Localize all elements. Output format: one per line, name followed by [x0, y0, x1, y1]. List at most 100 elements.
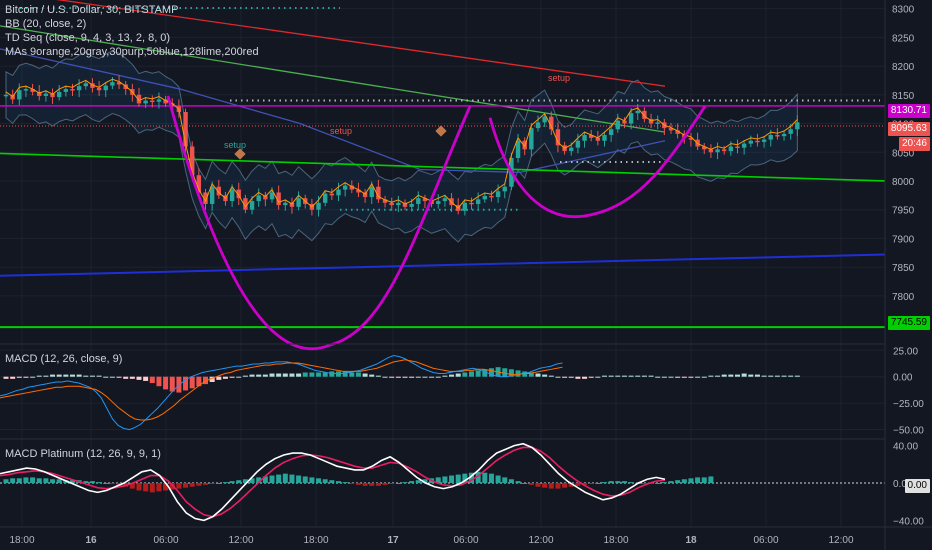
price-tick-label: 7950 — [892, 206, 915, 217]
candle — [402, 202, 408, 207]
td-seq-legend[interactable]: TD Seq (close, 9, 4, 3, 13, 2, 8, 0) — [5, 32, 171, 44]
macd-histogram-bar — [588, 376, 594, 378]
platinum-tick-label: −40.00 — [893, 516, 924, 527]
macd-line — [0, 355, 563, 431]
macd-histogram-bar — [774, 375, 780, 377]
candle — [23, 89, 29, 91]
macd-histogram-bar — [402, 376, 408, 378]
candle — [269, 192, 275, 200]
price-pane[interactable]: setup setup setup — [0, 0, 886, 351]
candle — [50, 93, 55, 98]
macd-legend[interactable]: MACD (12, 26, close, 9) — [5, 352, 122, 366]
candle — [741, 143, 747, 148]
candle — [143, 100, 148, 104]
candle — [369, 186, 374, 198]
macd-histogram-bar — [389, 376, 395, 378]
macd-histogram-bar — [269, 373, 275, 377]
candle — [648, 118, 654, 124]
macd-histogram-bar — [116, 376, 122, 378]
candle — [781, 133, 787, 137]
platinum-legend[interactable]: MACD Platinum (12, 26, 9, 9, 1) — [5, 447, 161, 461]
macd-histogram-bar — [535, 373, 541, 377]
macd-histogram-bar — [256, 374, 262, 377]
candle — [150, 100, 155, 103]
platinum-histogram-bar — [522, 483, 528, 484]
candle — [196, 175, 202, 193]
platinum-histogram-bar — [89, 481, 95, 483]
platinum-histogram-bar — [641, 483, 647, 484]
price-legend: Bitcoin / U.S. Dollar, 30, BITSTAMP BB (… — [5, 3, 259, 59]
macd-histogram-bar — [16, 376, 22, 378]
macd-tick-label: 0.00 — [893, 373, 913, 384]
macd-pane[interactable] — [0, 355, 800, 431]
platinum-histogram-bar — [528, 483, 534, 485]
candle — [76, 86, 82, 91]
price-tick-label: 8000 — [892, 177, 915, 188]
time-tick-label: 12:00 — [228, 535, 253, 546]
macd-histogram-bar — [754, 374, 760, 377]
candle — [668, 128, 674, 131]
symbol-legend[interactable]: Bitcoin / U.S. Dollar, 30, BITSTAMP — [5, 4, 179, 16]
platinum-histogram-bar — [355, 483, 361, 485]
platinum-histogram-bar — [136, 483, 142, 491]
candle — [90, 83, 95, 88]
platinum-histogram-bar — [469, 472, 474, 483]
platinum-histogram-bar — [309, 477, 315, 483]
platinum-histogram-bar — [256, 477, 262, 483]
platinum-histogram-bar — [262, 476, 268, 483]
macd-histogram-bar — [794, 375, 800, 377]
macd-histogram-bar — [103, 376, 109, 378]
macd-histogram-bar — [482, 369, 488, 377]
magenta-cup-curve-1 — [166, 95, 472, 351]
macd-histogram-bar — [349, 372, 355, 377]
platinum-histogram-bar — [129, 483, 135, 489]
platinum-histogram-bar — [156, 483, 162, 492]
time-axis[interactable]: 18:00 16 06:00 12:00 18:00 17 06:00 12:00 18:00 1… — [9, 535, 853, 546]
platinum-histogram-bar — [322, 479, 328, 483]
candle — [635, 110, 640, 114]
macd-histogram-bar — [96, 375, 102, 377]
macd-histogram-bar — [3, 376, 9, 379]
candle — [482, 195, 487, 200]
macd-histogram-bar — [655, 376, 661, 378]
bb-legend[interactable]: BB (20, close, 2) — [5, 18, 87, 30]
macd-platinum-pane[interactable] — [0, 442, 885, 522]
candle — [788, 129, 793, 134]
candle — [70, 89, 75, 91]
platinum-histogram-bar — [222, 482, 228, 484]
macd-histogram-bar — [455, 373, 461, 377]
candle — [396, 202, 401, 206]
macd-histogram-bar — [701, 376, 707, 378]
ma9-line — [5, 78, 798, 209]
macd-histogram-bar — [316, 372, 322, 377]
platinum-histogram-bar — [462, 473, 468, 483]
candle — [409, 203, 414, 207]
platinum-histogram-bar — [23, 477, 29, 483]
macd-histogram-bar — [149, 376, 155, 384]
platinum-histogram-bar — [36, 478, 42, 483]
candle — [323, 193, 328, 203]
candle — [249, 201, 255, 210]
candle — [209, 186, 215, 204]
macd-histogram-bar — [661, 376, 667, 378]
macd-histogram-bar — [635, 375, 641, 377]
macd-histogram-bar — [382, 376, 388, 378]
platinum-histogram-bar — [362, 483, 368, 486]
candle — [43, 93, 49, 96]
platinum-histogram-bar — [409, 481, 415, 483]
macd-histogram-bar — [768, 375, 774, 377]
candle — [236, 189, 241, 199]
platinum-histogram-bar — [542, 483, 548, 488]
candle — [535, 122, 541, 129]
macd-histogram-bar — [123, 376, 129, 379]
platinum-histogram-bar — [229, 481, 235, 483]
candle — [163, 99, 168, 104]
candle — [715, 149, 720, 153]
candle — [329, 193, 335, 196]
mas-legend[interactable]: MAs 9orange,20gray,30purp,50blue,128lime… — [5, 46, 259, 58]
macd-histogram-bar — [442, 375, 448, 377]
macd-histogram-bar — [409, 376, 415, 378]
candle — [615, 120, 620, 130]
candle — [602, 135, 607, 141]
